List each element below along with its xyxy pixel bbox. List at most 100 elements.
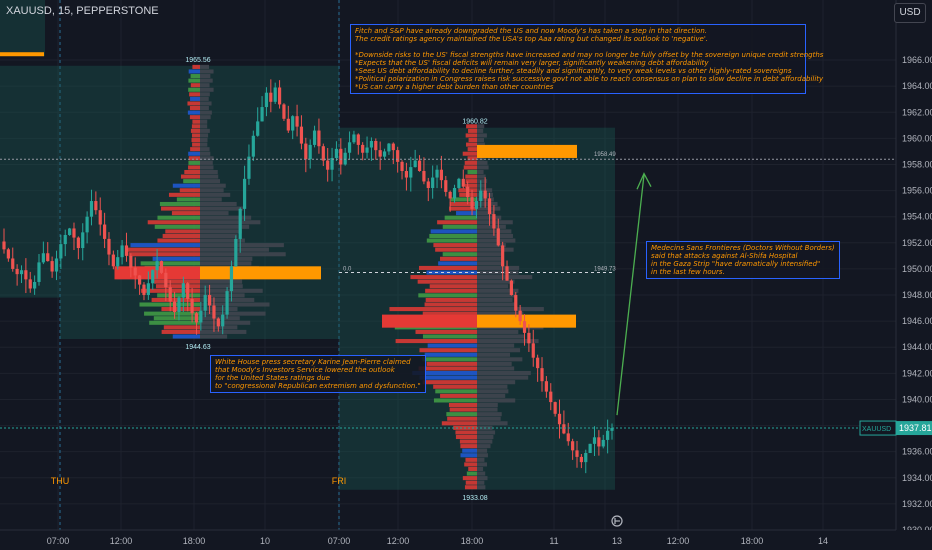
profile-fri-bar xyxy=(415,329,477,334)
candle-body xyxy=(312,130,317,145)
profile-thu-bar xyxy=(161,329,200,334)
y-tick-label: 1934.00 xyxy=(902,473,932,483)
profile-thu-bar xyxy=(200,316,240,321)
profile-thu-bar xyxy=(161,307,200,312)
profile-thu-bar xyxy=(157,238,200,243)
profile-fri-bar xyxy=(417,279,477,284)
profile-thu-bar xyxy=(200,174,219,179)
profile-thu-bar xyxy=(187,110,200,115)
candle-body xyxy=(221,314,225,327)
candle-body xyxy=(146,283,150,296)
replay-icon[interactable] xyxy=(611,515,623,527)
candle-body xyxy=(557,413,562,425)
profile-fri-bar xyxy=(455,430,477,435)
profile-thu-bar xyxy=(154,279,200,284)
candle-body xyxy=(172,301,177,312)
profile-thu-bar xyxy=(200,165,214,170)
profile-fri-bar xyxy=(477,407,498,412)
day-label-thu: THU xyxy=(51,476,70,486)
candle-body xyxy=(207,295,212,306)
profile-fri-bar xyxy=(438,261,477,266)
profile-fri-bar xyxy=(464,485,477,490)
candle-body xyxy=(2,241,6,250)
profile-thu-bar xyxy=(192,119,200,124)
profile-fri-bar xyxy=(460,453,477,458)
price-symbol-label: XAUUSD xyxy=(862,426,891,433)
candle-body xyxy=(435,169,439,178)
profile-fri-bar xyxy=(477,124,485,129)
profile-thu-bar xyxy=(172,334,200,339)
profile-fri-bar xyxy=(477,284,509,289)
profile-thu-bar xyxy=(200,229,242,234)
y-tick-label: 1958.00 xyxy=(902,159,932,169)
candle-body xyxy=(133,267,137,276)
profile-box-top xyxy=(0,0,45,57)
profile-thu-bar xyxy=(172,183,200,188)
candle-body xyxy=(85,216,89,233)
profile-fri-bar xyxy=(465,457,477,462)
profile-thu-bar xyxy=(200,311,266,316)
profile-fri-poc-right xyxy=(477,314,576,328)
profile-thu-bar xyxy=(200,307,238,312)
profile-fri-bar xyxy=(429,284,477,289)
y-tick-label: 1966.00 xyxy=(902,55,932,65)
candle-body xyxy=(452,187,457,199)
candle-body xyxy=(291,116,295,131)
profile-fri-bar xyxy=(418,293,477,298)
candle-body xyxy=(536,357,540,369)
candle-body xyxy=(89,201,94,217)
note-line: for the United States ratings due xyxy=(215,374,330,382)
price-axis xyxy=(896,0,932,550)
profile-thu-bar xyxy=(128,252,200,257)
profile-thu-bar xyxy=(200,192,231,197)
candle-body xyxy=(339,148,343,165)
candle-body xyxy=(234,238,238,267)
profile-level-left-label: 0.0 xyxy=(343,266,352,272)
white-house-note[interactable]: White House press secretary Karine Jean-… xyxy=(210,355,426,393)
profile-fri-poc-left xyxy=(382,314,477,328)
profile-fri-bar xyxy=(477,439,493,444)
profile-thu-bar xyxy=(200,110,212,115)
note-line: *US can carry a higher debt burden than … xyxy=(355,83,554,91)
profile-thu-bar xyxy=(200,320,251,325)
candle-body xyxy=(610,428,614,431)
x-tick-label: 12:00 xyxy=(387,536,410,546)
candle-body xyxy=(190,298,194,314)
profile-thu-bar xyxy=(192,64,200,69)
profile-fri-bar xyxy=(477,412,502,417)
candle-body xyxy=(347,142,352,153)
candle-body xyxy=(63,234,67,245)
profile-fri-bar xyxy=(477,366,515,371)
candle-body xyxy=(168,287,172,302)
candle-body xyxy=(326,160,330,170)
profile-thu-bar xyxy=(191,137,200,143)
profile-fri-bar xyxy=(477,128,484,133)
profile-thu-bar xyxy=(157,293,200,298)
candle-body xyxy=(295,116,299,127)
profile-fri-bar xyxy=(442,252,477,257)
profile-fri-bar xyxy=(477,329,519,334)
profile-fri-bar xyxy=(464,183,477,188)
currency-button[interactable]: USD xyxy=(894,3,926,23)
candle-body xyxy=(19,270,24,275)
symbol-title[interactable]: XAUUSD, 15, PEPPERSTONE xyxy=(6,5,159,17)
candle-body xyxy=(483,190,487,199)
profile-fri-bar xyxy=(477,302,517,307)
candle-body xyxy=(120,245,124,258)
profile-fri-bar xyxy=(477,247,514,252)
profile-fri-bar xyxy=(477,238,516,243)
msf-note[interactable]: Medecins Sans Frontieres (Doctors Withou… xyxy=(646,241,840,279)
candle-body xyxy=(256,121,260,136)
profile-fri-bar xyxy=(418,366,477,371)
candle-body xyxy=(601,439,605,447)
moodys-note[interactable]: Fitch and S&P have already downgraded th… xyxy=(350,24,824,94)
profile-fri-bar xyxy=(444,215,477,220)
candle-body xyxy=(238,208,242,239)
note-line: *Downside risks to the US' fiscal streng… xyxy=(355,51,824,59)
profile-fri-bar xyxy=(425,297,477,302)
profile-fri-bar xyxy=(460,444,477,449)
candle-body xyxy=(426,181,430,188)
candle-body xyxy=(15,268,19,275)
profile-fri-bar xyxy=(477,343,515,348)
